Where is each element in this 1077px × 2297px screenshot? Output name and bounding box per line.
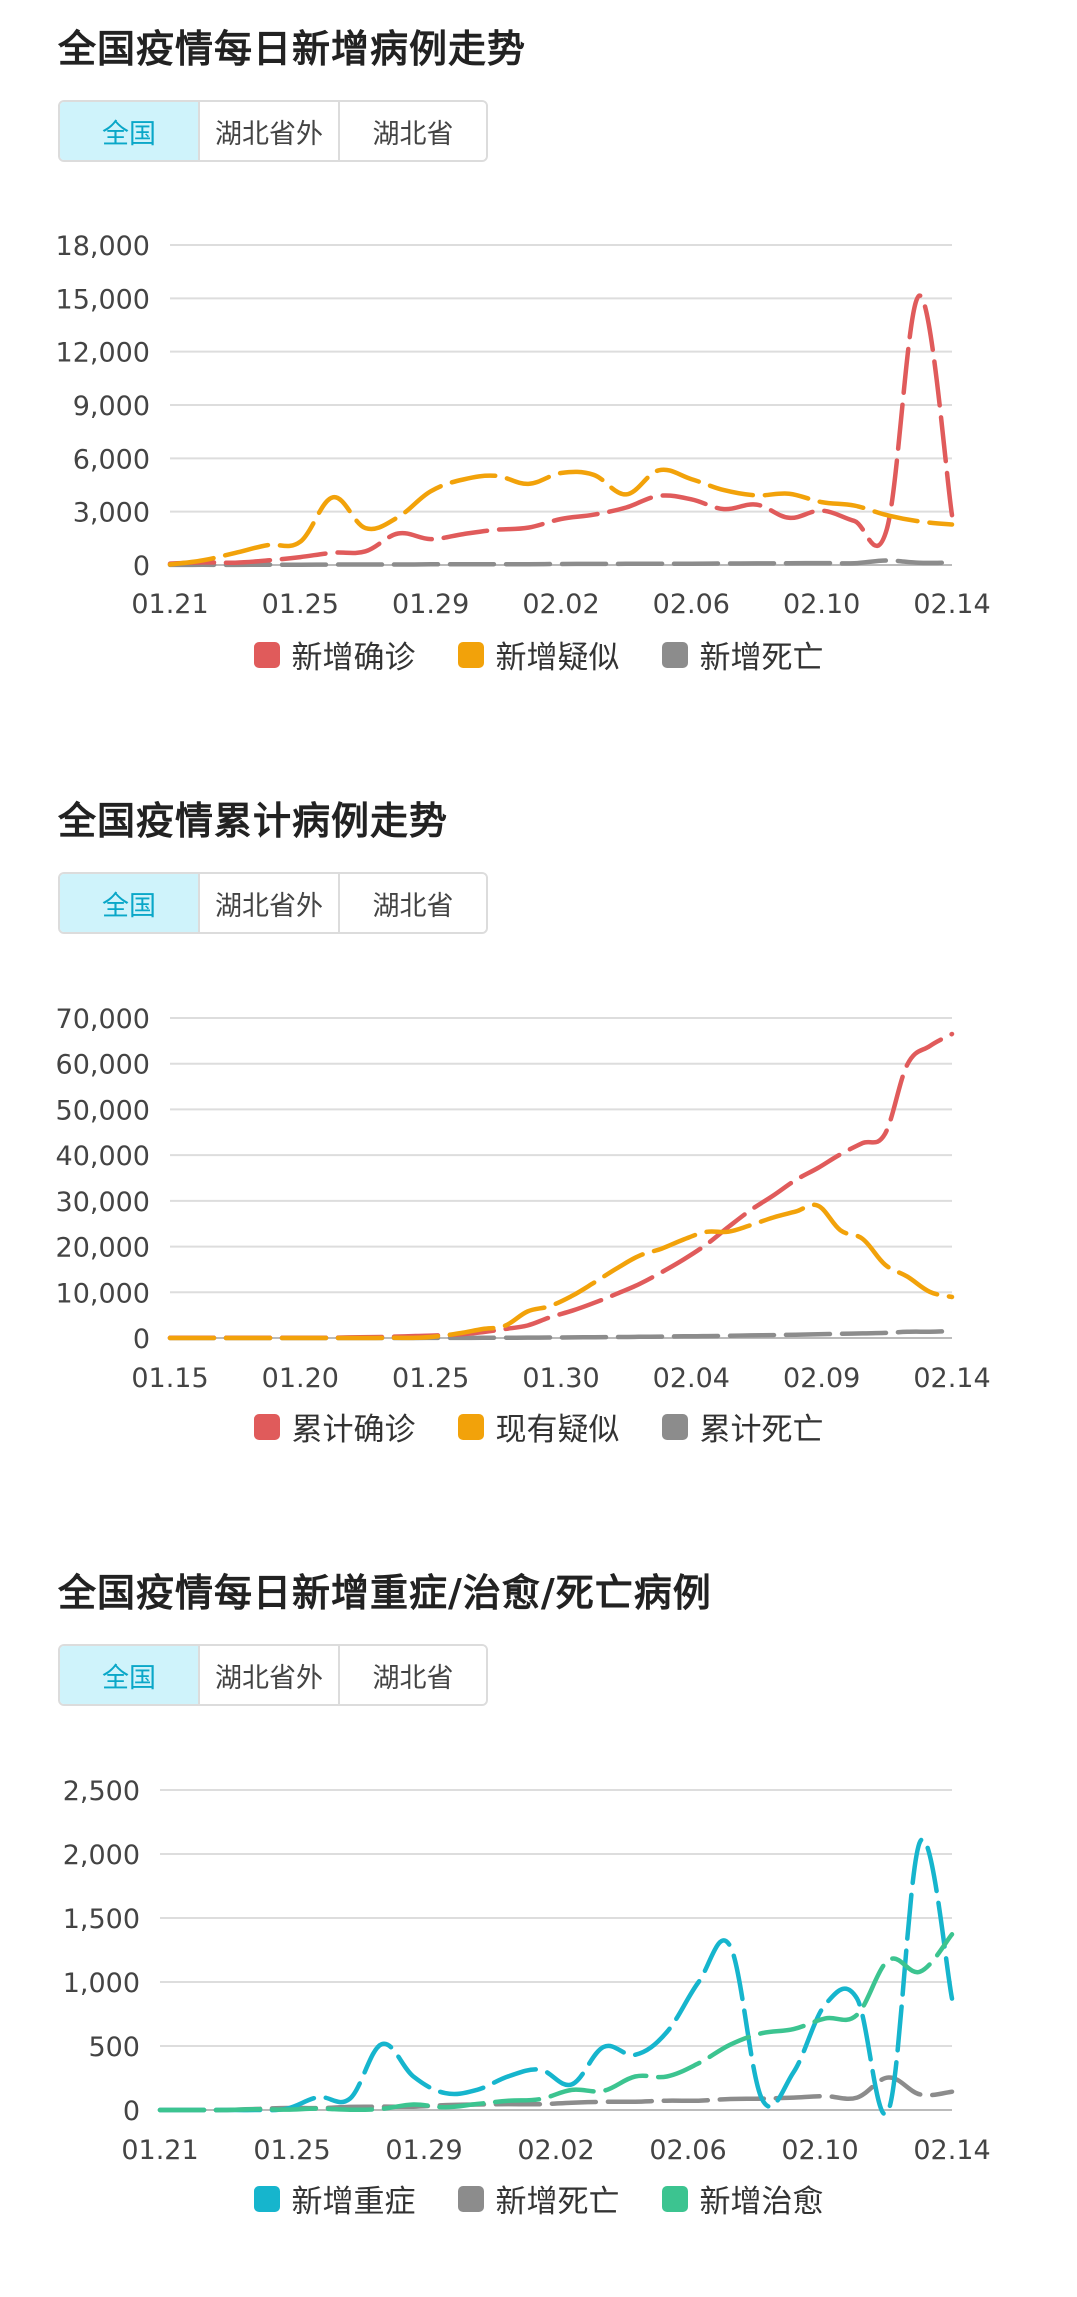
legend-label: 累计确诊 bbox=[291, 1412, 416, 1448]
y-tick-label: 15,000 bbox=[56, 284, 150, 315]
legend-label: 现有疑似 bbox=[495, 1412, 620, 1448]
cumulative-line-chart: 0 10,000 20,000 30,000 40,000 50,000 60,000 70,… bbox=[56, 1004, 991, 1394]
x-tick-label: 01.15 bbox=[131, 1363, 208, 1394]
y-tick-label: 3,000 bbox=[73, 498, 150, 529]
y-tick-label: 2,500 bbox=[63, 1776, 140, 1807]
x-tick-label: 02.06 bbox=[653, 589, 730, 620]
y-tick-label: 9,000 bbox=[73, 391, 150, 422]
legend-label: 新增重症 bbox=[291, 2184, 416, 2220]
y-tick-label: 0 bbox=[133, 1324, 150, 1355]
tab-hubei[interactable]: 湖北省 bbox=[340, 1646, 486, 1704]
series-line-suspected bbox=[167, 1202, 955, 1341]
y-tick-label: 0 bbox=[123, 2096, 140, 2127]
chart-section-cumulative: 全国疫情累计病例走势 全国 湖北省外 湖北省 0 10,000 20,000 30,0… bbox=[0, 772, 1077, 1525]
x-tick-label: 01.20 bbox=[262, 1363, 339, 1394]
y-tick-label: 1,000 bbox=[63, 1968, 140, 1999]
legend-swatch bbox=[661, 2185, 688, 2212]
y-tick-label: 1,500 bbox=[63, 1904, 140, 1935]
x-tick-label: 02.10 bbox=[781, 2135, 858, 2166]
legend-swatch bbox=[457, 2185, 484, 2212]
y-tick-label: 0 bbox=[133, 551, 150, 582]
x-tick-label: 02.04 bbox=[653, 1363, 730, 1394]
chart-legend: 累计确诊 现有疑似 累计死亡 bbox=[0, 1404, 1077, 1449]
page-title: 全国疫情每日新增重症/治愈/死亡病例 bbox=[58, 1571, 712, 1615]
y-tick-label: 500 bbox=[88, 2032, 140, 2063]
x-tick-label: 02.02 bbox=[517, 2135, 594, 2166]
series-line-confirmed bbox=[167, 293, 955, 566]
x-tick-label: 01.29 bbox=[385, 2135, 462, 2166]
x-tick-label: 02.09 bbox=[783, 1363, 860, 1394]
series-line-severe bbox=[157, 1837, 955, 2117]
legend-label: 新增确诊 bbox=[291, 640, 416, 676]
x-tick-label: 01.30 bbox=[522, 1363, 599, 1394]
y-tick-label: 30,000 bbox=[56, 1187, 150, 1218]
x-tick-label: 01.29 bbox=[392, 589, 469, 620]
x-tick-label: 02.14 bbox=[913, 2135, 990, 2166]
legend-item-death[interactable]: 新增死亡 bbox=[457, 2176, 620, 2221]
y-tick-label: 50,000 bbox=[56, 1095, 150, 1126]
legend-item-confirmed[interactable]: 累计确诊 bbox=[253, 1404, 416, 1449]
legend-swatch bbox=[661, 641, 688, 668]
x-tick-label: 01.25 bbox=[262, 589, 339, 620]
chart-section-severe-cured-death: 全国疫情每日新增重症/治愈/死亡病例 全国 湖北省外 湖北省 0 500 1,000… bbox=[0, 1544, 1077, 2297]
x-tick-label: 02.06 bbox=[649, 2135, 726, 2166]
tab-national[interactable]: 全国 bbox=[60, 102, 200, 160]
legend-label: 新增治愈 bbox=[699, 2184, 824, 2220]
legend-item-confirmed[interactable]: 新增确诊 bbox=[253, 632, 416, 677]
legend-item-suspected[interactable]: 新增疑似 bbox=[457, 632, 620, 677]
chart-legend: 新增重症 新增死亡 新增治愈 bbox=[0, 2176, 1077, 2221]
legend-swatch bbox=[661, 1413, 688, 1440]
tab-outside-hubei[interactable]: 湖北省外 bbox=[200, 102, 340, 160]
series-line-death bbox=[167, 558, 955, 568]
legend-label: 新增死亡 bbox=[495, 2184, 620, 2220]
x-tick-label: 02.10 bbox=[783, 589, 860, 620]
legend-label: 累计死亡 bbox=[699, 1412, 824, 1448]
chart-legend: 新增确诊 新增疑似 新增死亡 bbox=[0, 632, 1077, 677]
tab-outside-hubei[interactable]: 湖北省外 bbox=[200, 874, 340, 932]
x-tick-label: 01.25 bbox=[392, 1363, 469, 1394]
y-tick-label: 2,000 bbox=[63, 1840, 140, 1871]
page-title: 全国疫情每日新增病例走势 bbox=[58, 27, 527, 71]
legend-swatch bbox=[457, 641, 484, 668]
y-tick-label: 12,000 bbox=[56, 338, 150, 369]
x-tick-label: 01.25 bbox=[253, 2135, 330, 2166]
tab-hubei[interactable]: 湖北省 bbox=[340, 102, 486, 160]
x-tick-label: 02.02 bbox=[522, 589, 599, 620]
series-line-cured bbox=[157, 1932, 955, 2113]
x-tick-label: 02.14 bbox=[913, 1363, 990, 1394]
region-tabs: 全国 湖北省外 湖北省 bbox=[58, 872, 488, 934]
series-line-suspected bbox=[167, 467, 955, 567]
legend-swatch bbox=[253, 2185, 280, 2212]
region-tabs: 全国 湖北省外 湖北省 bbox=[58, 100, 488, 162]
y-tick-label: 70,000 bbox=[56, 1004, 150, 1035]
region-tabs: 全国 湖北省外 湖北省 bbox=[58, 1644, 488, 1706]
y-tick-label: 60,000 bbox=[56, 1050, 150, 1081]
legend-item-death[interactable]: 累计死亡 bbox=[661, 1404, 824, 1449]
legend-item-suspected[interactable]: 现有疑似 bbox=[457, 1404, 620, 1449]
legend-label: 新增死亡 bbox=[699, 640, 824, 676]
legend-label: 新增疑似 bbox=[495, 640, 620, 676]
tab-outside-hubei[interactable]: 湖北省外 bbox=[200, 1646, 340, 1704]
legend-item-severe[interactable]: 新增重症 bbox=[253, 2176, 416, 2221]
y-tick-label: 20,000 bbox=[56, 1233, 150, 1264]
x-tick-label: 01.21 bbox=[131, 589, 208, 620]
x-tick-label: 01.21 bbox=[121, 2135, 198, 2166]
y-tick-label: 40,000 bbox=[56, 1141, 150, 1172]
legend-swatch bbox=[457, 1413, 484, 1440]
x-tick-label: 02.14 bbox=[913, 589, 990, 620]
legend-item-cured[interactable]: 新增治愈 bbox=[661, 2176, 824, 2221]
tab-national[interactable]: 全国 bbox=[60, 874, 200, 932]
tab-hubei[interactable]: 湖北省 bbox=[340, 874, 486, 932]
chart-section-daily-new: 全国疫情每日新增病例走势 全国 湖北省外 湖北省 0 3,000 6,000 9,00… bbox=[0, 0, 1077, 753]
tab-national[interactable]: 全国 bbox=[60, 1646, 200, 1704]
daily-new-line-chart: 0 3,000 6,000 9,000 12,000 15,000 18,000 01.21 0… bbox=[56, 231, 991, 620]
y-tick-label: 18,000 bbox=[56, 231, 150, 262]
y-tick-label: 6,000 bbox=[73, 444, 150, 475]
legend-item-death[interactable]: 新增死亡 bbox=[661, 632, 824, 677]
severe-cured-death-line-chart: 0 500 1,000 1,500 2,000 2,500 01.21 01.25 01.29 0… bbox=[63, 1776, 991, 2166]
legend-swatch bbox=[253, 1413, 280, 1440]
y-tick-label: 10,000 bbox=[56, 1278, 150, 1309]
page-title: 全国疫情累计病例走势 bbox=[58, 799, 449, 843]
legend-swatch bbox=[253, 641, 280, 668]
